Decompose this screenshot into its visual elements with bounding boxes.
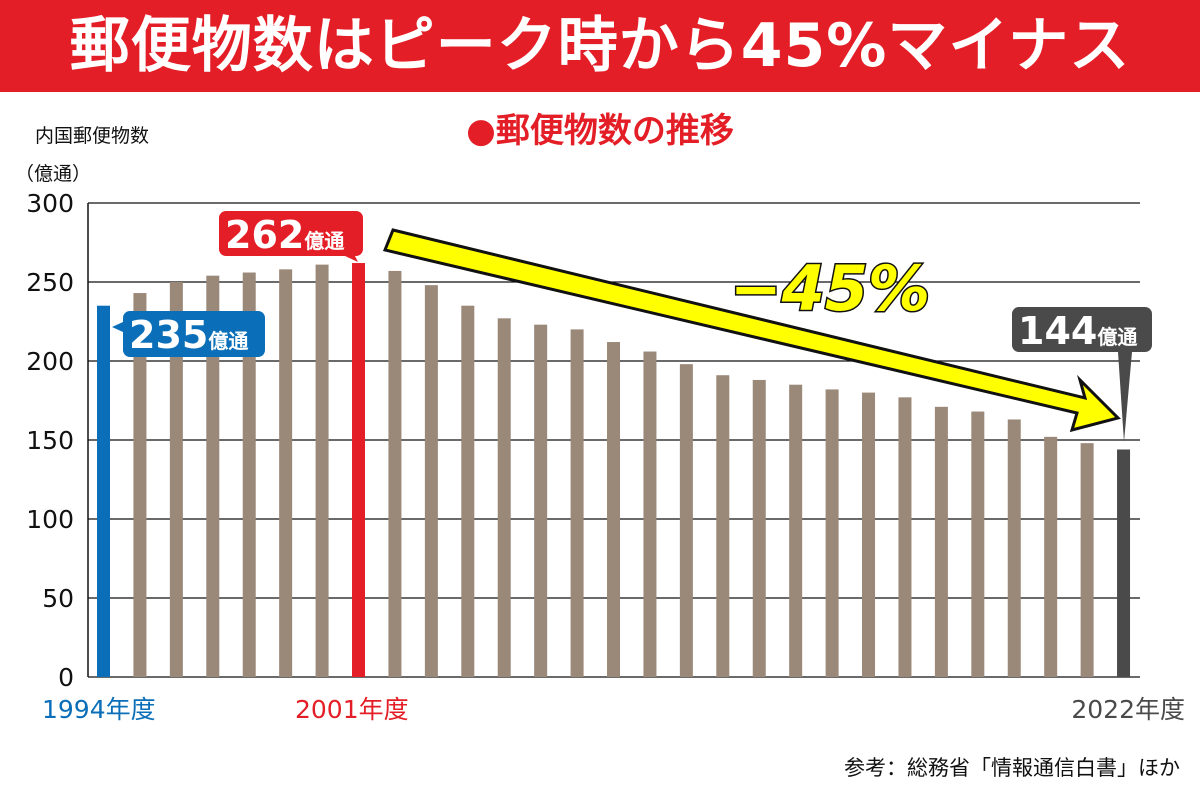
x-label: 2001年度 — [295, 695, 409, 724]
source-note: 参考：総務省「情報通信白書」ほか — [844, 756, 1180, 780]
callout-box — [219, 211, 363, 256]
callout-2001: 262億通 — [219, 211, 363, 262]
callout-value: 144 — [1018, 309, 1097, 353]
bar-1998 — [242, 272, 256, 677]
trend-arrow — [382, 228, 1121, 433]
bar-2021 — [1080, 443, 1094, 677]
y-axis-label: 内国郵便物数 — [35, 125, 149, 147]
bar-2014 — [825, 389, 839, 677]
bar-2013 — [789, 384, 803, 677]
callout-label: 262億通 — [225, 213, 344, 257]
callout-pointer — [1118, 352, 1132, 442]
bar-1996 — [169, 282, 183, 677]
bar-2015 — [862, 392, 876, 677]
y-tick-label: 100 — [26, 505, 74, 534]
x-label: 1994年度 — [42, 695, 156, 724]
bar-2006 — [534, 324, 548, 677]
bar-1995 — [133, 293, 147, 677]
callout-pointer — [345, 256, 358, 262]
bar-2016 — [898, 397, 912, 677]
chart-title: ●郵便物数の推移 — [466, 111, 734, 151]
headline-banner: 郵便物数はピーク時から45%マイナス — [0, 0, 1200, 92]
bar-2001 — [352, 263, 366, 677]
bar-2008 — [607, 342, 621, 677]
y-tick-label: 50 — [42, 584, 74, 613]
bar-2017 — [934, 406, 948, 677]
bar-2020 — [1044, 436, 1058, 677]
callout-2022: 144億通 — [1012, 307, 1152, 442]
y-tick-label: 150 — [26, 426, 74, 455]
callout-pointer — [112, 322, 123, 332]
bar-2018 — [971, 411, 985, 677]
headline: 郵便物数はピーク時から45%マイナス — [69, 11, 1131, 81]
bar-2009 — [643, 351, 657, 677]
y-tick-label: 250 — [26, 268, 74, 297]
callout-box — [123, 311, 265, 357]
change-annotation: −45% — [730, 252, 930, 325]
bar-1994 — [97, 305, 110, 677]
callout-unit: 億通 — [1097, 325, 1137, 349]
bar-2005 — [497, 318, 511, 677]
callout-value: 235 — [129, 313, 208, 357]
bar-2011 — [716, 375, 730, 677]
callout-box — [1012, 307, 1152, 352]
bar-2004 — [461, 305, 475, 677]
y-tick-label: 300 — [26, 189, 74, 218]
callout-unit: 億通 — [208, 329, 248, 353]
bar-2000 — [315, 264, 329, 677]
callout-unit: 億通 — [304, 229, 344, 253]
x-label: 2022年度 — [1071, 695, 1185, 724]
callout-1994: 235億通 — [112, 311, 265, 357]
y-tick-label: 0 — [58, 663, 74, 692]
callout-value: 262 — [225, 213, 304, 257]
y-tick-label: 200 — [26, 347, 74, 376]
bar-2022 — [1117, 449, 1131, 677]
bar-2007 — [570, 329, 584, 677]
bar-2012 — [752, 379, 766, 677]
bar-2003 — [424, 285, 438, 677]
callout-label: 235億通 — [129, 313, 248, 357]
bar-2002 — [388, 270, 402, 677]
bar-2019 — [1007, 419, 1021, 677]
callout-label: 144億通 — [1018, 309, 1137, 353]
bar-1999 — [279, 269, 293, 677]
bar-2010 — [679, 364, 693, 677]
y-axis-unit: （億通） — [15, 163, 91, 185]
bar-1997 — [206, 275, 220, 677]
